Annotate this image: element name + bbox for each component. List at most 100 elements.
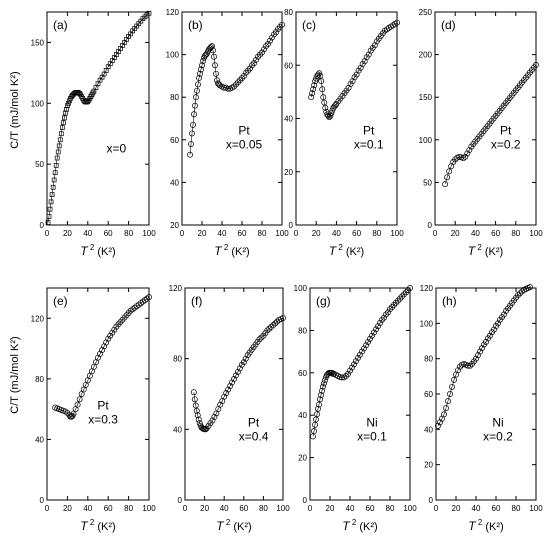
data-point bbox=[146, 10, 152, 16]
y-tick-label: 80 bbox=[173, 355, 182, 364]
data-point bbox=[401, 291, 407, 298]
x-tick-label: 60 bbox=[104, 229, 113, 238]
y-tick-label: 0 bbox=[303, 496, 308, 505]
panel-annotation: Ni bbox=[366, 416, 377, 430]
panel-annotation: x=0.2 bbox=[491, 137, 521, 151]
data-point bbox=[210, 47, 216, 54]
y-axis-title: C/T (mJ/mol K²) bbox=[9, 336, 21, 413]
data-point bbox=[318, 78, 325, 85]
y-tick-label: 80 bbox=[170, 93, 179, 102]
data-point bbox=[146, 294, 152, 301]
y-tick-label: 60 bbox=[170, 136, 179, 145]
y-tick-label: 80 bbox=[284, 8, 293, 17]
data-point bbox=[266, 325, 273, 332]
x-tick-label: 100 bbox=[529, 229, 543, 238]
data-point bbox=[245, 67, 251, 74]
chart-panel: 0 20 40 60 80 100 0 20 40 60 80 (c) Ptx=0.1 T 2 (K²) bbox=[284, 8, 404, 258]
y-tick-label: 150 bbox=[419, 93, 433, 102]
data-point bbox=[271, 31, 277, 38]
y-tick-label: 40 bbox=[170, 178, 179, 187]
data-point bbox=[261, 46, 267, 53]
panel-annotation: x=0.05 bbox=[226, 137, 263, 151]
data-point bbox=[441, 411, 447, 418]
data-point bbox=[196, 75, 202, 81]
x-tick-label: 0 bbox=[294, 229, 299, 238]
data-point bbox=[322, 104, 329, 111]
data-point bbox=[229, 379, 235, 386]
data-point bbox=[48, 199, 54, 205]
data-point bbox=[483, 338, 489, 345]
data-point bbox=[263, 43, 269, 50]
data-point bbox=[519, 288, 525, 295]
data-point bbox=[54, 155, 60, 161]
data-point bbox=[264, 327, 271, 334]
data-point bbox=[62, 408, 69, 415]
data-point bbox=[349, 364, 355, 371]
panel-annotation: Pt bbox=[97, 399, 109, 413]
x-tick-label: 40 bbox=[471, 229, 480, 238]
data-point bbox=[225, 386, 232, 393]
panel-label: (b) bbox=[188, 18, 203, 32]
data-point bbox=[217, 401, 224, 408]
panel-label: (d) bbox=[441, 18, 456, 32]
y-tick-label: 0 bbox=[428, 221, 433, 230]
series-line bbox=[310, 22, 398, 118]
data-point bbox=[381, 314, 387, 321]
data-point bbox=[209, 417, 216, 424]
y-tick-label: 60 bbox=[424, 390, 433, 399]
plot-frame bbox=[46, 11, 150, 226]
data-point bbox=[55, 149, 61, 155]
data-point bbox=[61, 115, 67, 121]
data-point bbox=[194, 412, 201, 419]
data-point bbox=[66, 412, 73, 419]
x-tick-label: 20 bbox=[312, 229, 321, 238]
data-point bbox=[267, 37, 273, 44]
panel-annotation: x=0.3 bbox=[88, 413, 118, 427]
data-point bbox=[243, 69, 249, 76]
data-point bbox=[59, 125, 65, 130]
data-point bbox=[53, 163, 59, 168]
data-point bbox=[188, 141, 194, 148]
data-point bbox=[216, 81, 222, 88]
panel-annotation: x=0.1 bbox=[354, 137, 384, 151]
chart-panel: 0 20 40 60 80 100 0 20 40 60 80 100 (g) Nix=0.1 T 2 (K… bbox=[294, 284, 418, 533]
data-point bbox=[491, 326, 497, 333]
data-point bbox=[359, 348, 365, 355]
data-point bbox=[315, 405, 321, 412]
y-tick-label: 120 bbox=[31, 314, 45, 323]
data-point bbox=[129, 306, 136, 313]
y-tick-label: 0 bbox=[429, 496, 434, 505]
y-tick-label: 60 bbox=[284, 61, 293, 70]
data-point bbox=[457, 363, 463, 370]
plot-frame bbox=[309, 287, 411, 501]
data-point bbox=[371, 329, 377, 336]
y-tick-label: 50 bbox=[35, 160, 44, 169]
x-axis-title: T 2 (K²) bbox=[80, 518, 115, 533]
data-point bbox=[127, 307, 134, 314]
data-point bbox=[279, 21, 285, 28]
x-tick-label: 0 bbox=[45, 504, 50, 513]
data-point bbox=[355, 355, 361, 361]
data-point bbox=[144, 295, 150, 302]
data-point bbox=[387, 306, 393, 313]
data-point bbox=[253, 56, 259, 63]
data-point bbox=[60, 120, 66, 126]
data-point bbox=[233, 81, 239, 88]
x-tick-label: 60 bbox=[491, 229, 500, 238]
data-point bbox=[187, 151, 193, 158]
chart-panel: 0 20 40 60 80 100 0 50 100 150 200 250 (d) Ptx=0.2 T 2… bbox=[419, 8, 544, 258]
x-tick-label: 20 bbox=[63, 229, 72, 238]
panel-label: (e) bbox=[53, 294, 68, 308]
data-point bbox=[332, 102, 339, 109]
x-tick-label: 40 bbox=[346, 504, 355, 513]
series-line bbox=[444, 64, 537, 185]
data-point bbox=[385, 309, 391, 316]
data-point bbox=[407, 285, 413, 291]
data-point bbox=[345, 370, 351, 377]
y-tick-label: 0 bbox=[40, 221, 45, 230]
data-point bbox=[395, 297, 401, 304]
x-tick-label: 100 bbox=[529, 504, 543, 513]
data-point bbox=[405, 287, 411, 294]
data-point bbox=[141, 297, 148, 304]
